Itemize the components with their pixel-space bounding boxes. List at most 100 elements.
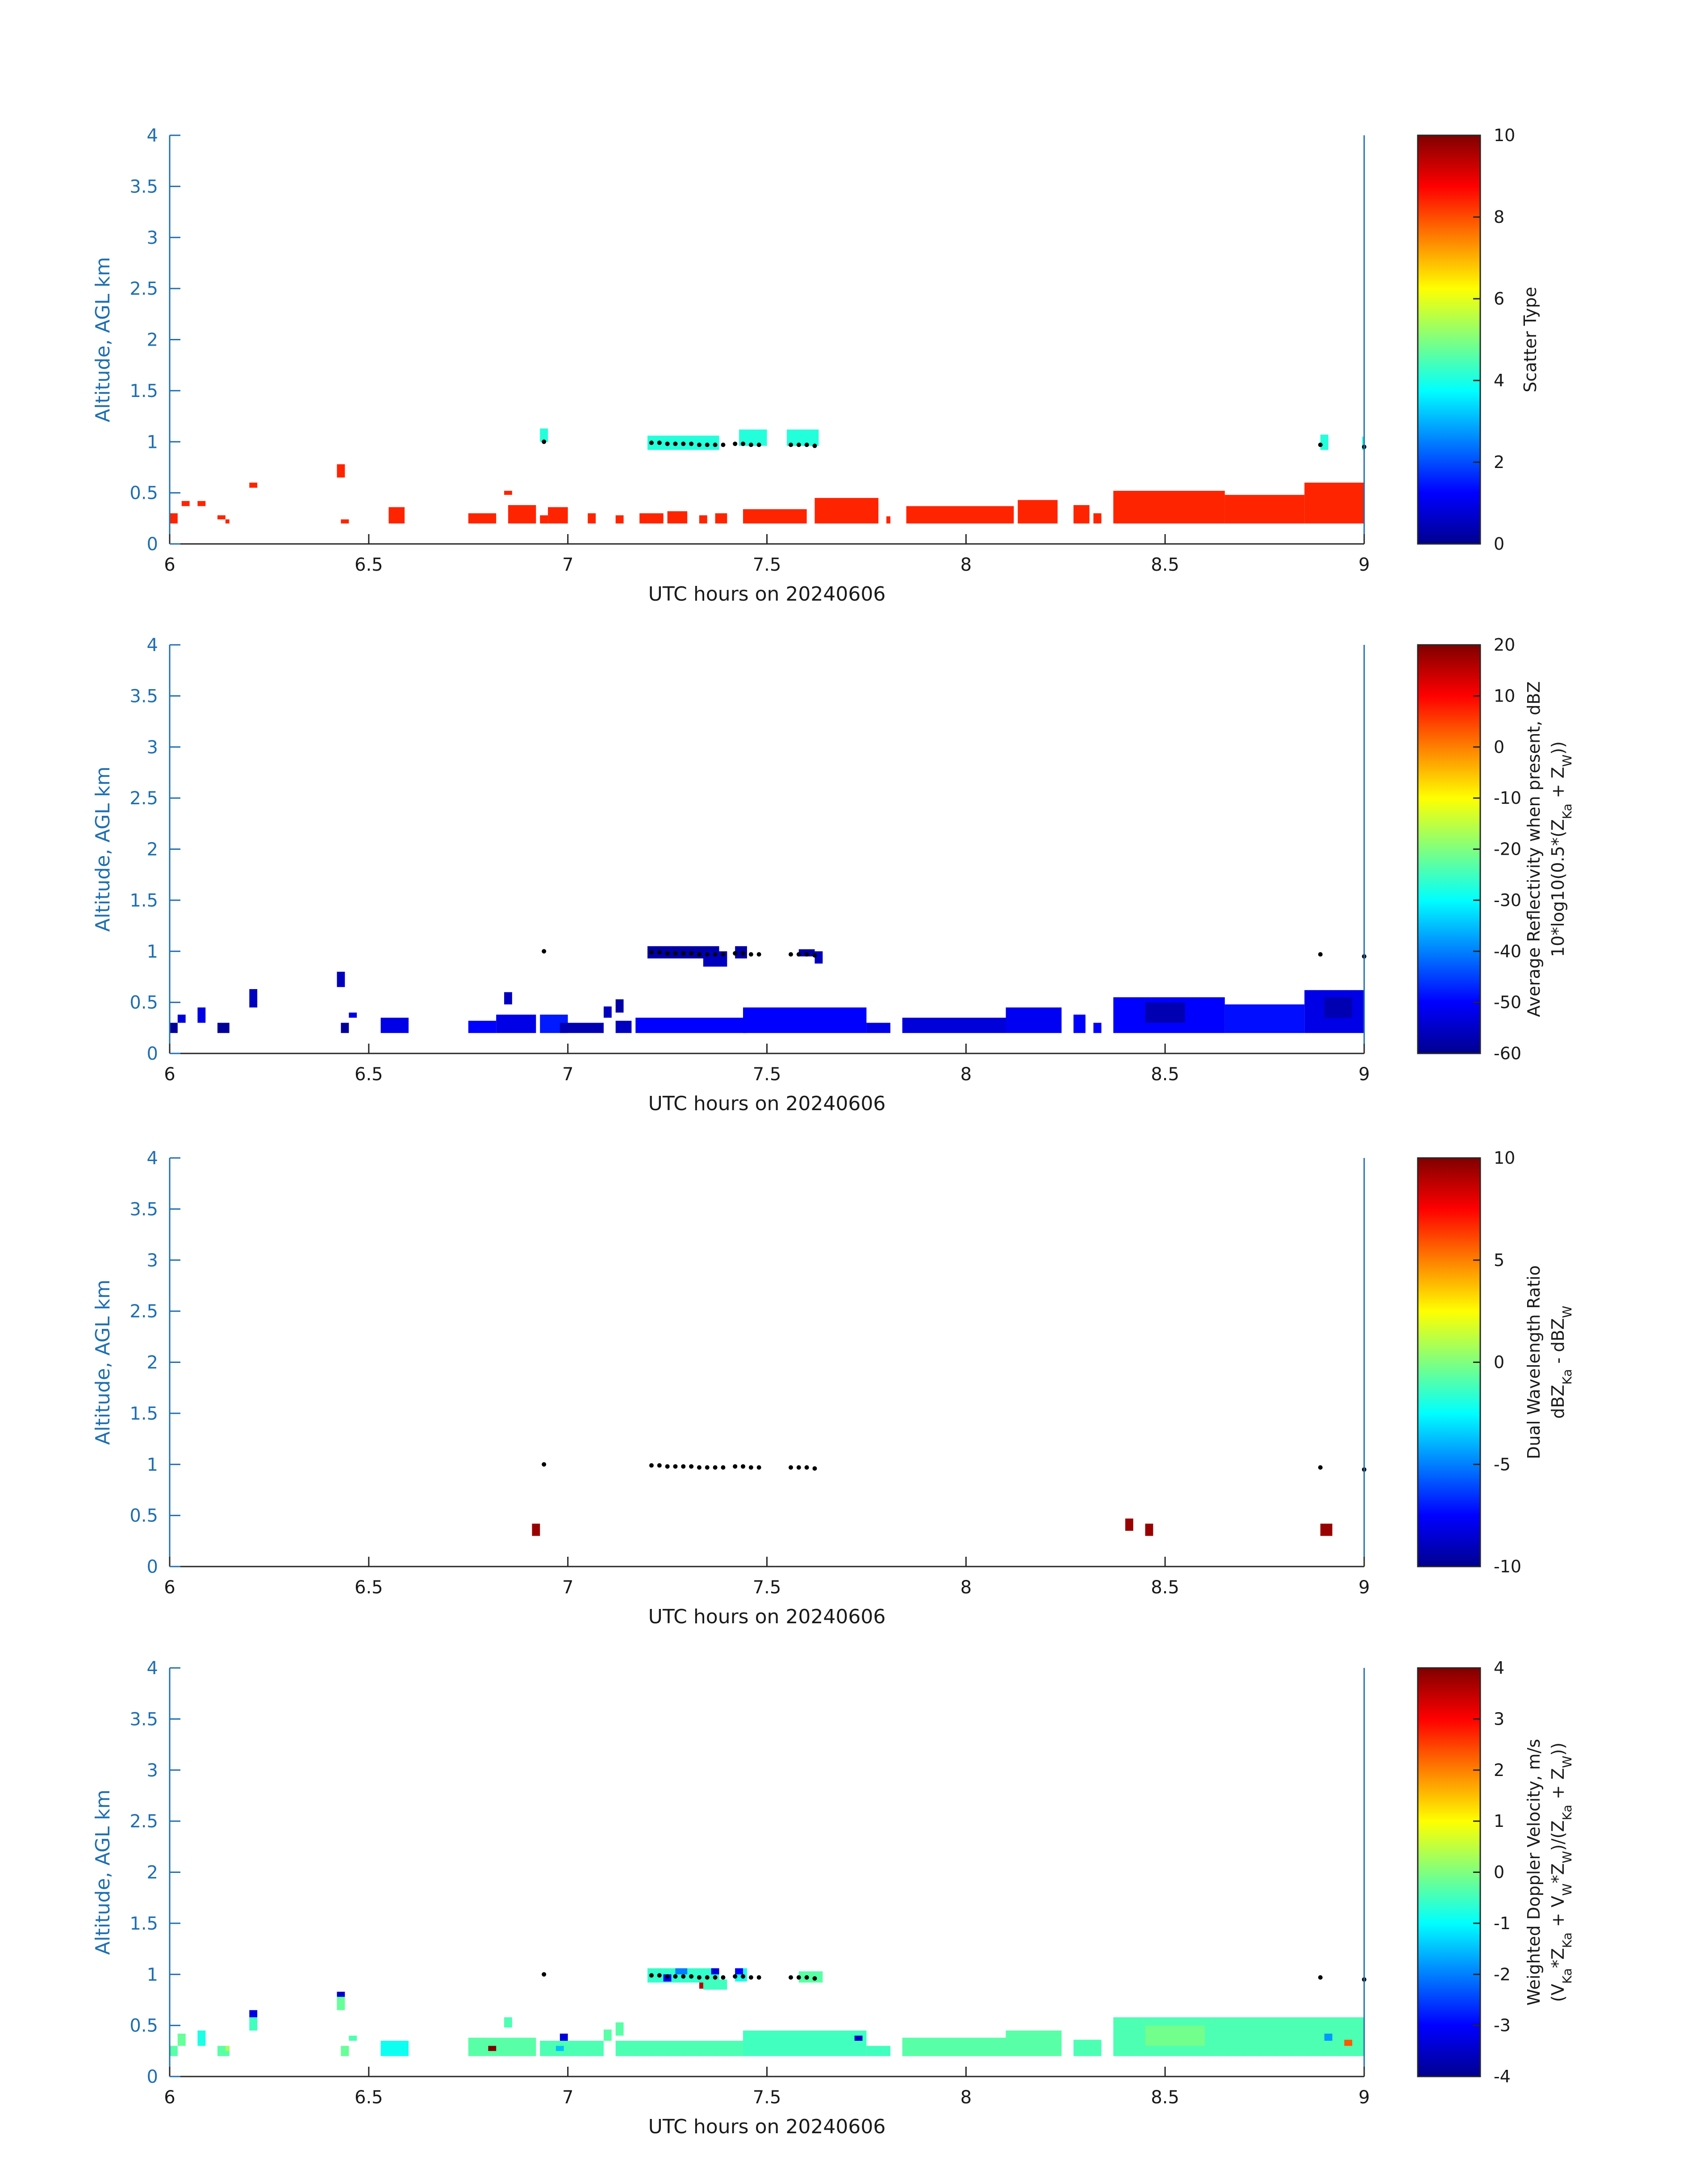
cloud-base-dot — [673, 441, 678, 446]
x-tick-label: 6.5 — [355, 1064, 383, 1085]
cloud-base-dot — [657, 440, 662, 445]
panel-1-xlabel: UTC hours on 20240606 — [648, 583, 886, 606]
heatmap-cell — [1093, 1023, 1102, 1033]
heatmap-cell — [886, 516, 890, 524]
panel-3: 6 6.5 7 7.5 8 8.5 9 0 0.5 1 1.5 2 2.5 3 3.5 4 UTC hour… — [92, 1148, 1574, 1628]
panel-4-x-ticks: 6 6.5 7 7.5 8 8.5 9 — [164, 2067, 1370, 2108]
colorbar-tick-label: 3 — [1494, 1709, 1504, 1729]
x-tick-label: 7 — [562, 1064, 573, 1085]
cloud-base-dot — [649, 440, 654, 445]
cloud-base-dot — [1318, 443, 1323, 447]
cloud-base-dot — [649, 950, 654, 955]
heatmap-cell — [866, 2046, 890, 2056]
y-tick-label: 1 — [147, 1964, 158, 1985]
colorbar-tick-label: -10 — [1494, 1557, 1521, 1576]
y-tick-label: 2 — [147, 330, 158, 351]
heatmap-cell — [197, 501, 206, 506]
y-tick-label: 3 — [147, 737, 158, 758]
colorbar-tick-label: 1 — [1494, 1811, 1504, 1831]
colorbar-tick-label: 20 — [1494, 635, 1515, 655]
cloud-base-dot — [812, 1466, 817, 1471]
heatmap-cell — [703, 1979, 727, 1990]
x-tick-label: 8.5 — [1151, 1577, 1179, 1598]
heatmap-cell — [249, 989, 258, 1008]
heatmap-cell — [1362, 436, 1364, 450]
y-tick-label: 1.5 — [129, 890, 158, 911]
heatmap-cell — [249, 482, 258, 488]
heatmap-cell — [1320, 1523, 1332, 1536]
cloud-base-dot — [741, 1464, 745, 1469]
heatmap-cell — [504, 992, 512, 1005]
cloud-base-dot — [713, 952, 718, 957]
panel-4-y-ticks: 0 0.5 1 1.5 2 2.5 3 3.5 4 — [129, 1658, 180, 2087]
heatmap-cell — [225, 2046, 230, 2051]
cloud-base-dot — [804, 443, 809, 447]
cloud-base-dot — [713, 1975, 718, 1980]
heatmap-cell — [735, 1968, 743, 1975]
y-tick-label: 1 — [147, 1454, 158, 1475]
heatmap-cell — [170, 1023, 178, 1033]
heatmap-cell — [1145, 1002, 1185, 1023]
cloud-base-dot — [697, 1465, 702, 1470]
panel-4-colorbar — [1417, 1667, 1481, 2077]
cloud-base-dot — [733, 951, 738, 956]
heatmap-cell — [603, 1006, 612, 1018]
heatmap-cell — [615, 515, 624, 524]
cloud-base-dot — [542, 1462, 547, 1467]
cloud-base-dot — [748, 1465, 753, 1470]
cloud-base-dot — [705, 443, 710, 447]
colorbar-tick-label: -20 — [1494, 840, 1521, 859]
colorbar-tick-label: -40 — [1494, 941, 1521, 961]
x-tick-label: 8.5 — [1151, 1064, 1179, 1085]
heatmap-cell — [902, 2038, 1062, 2056]
heatmap-cell — [743, 1007, 867, 1033]
x-tick-label: 8 — [960, 555, 972, 575]
x-tick-label: 6.5 — [355, 555, 383, 575]
heatmap-cell — [711, 1968, 719, 1975]
heatmap-cell — [1224, 495, 1305, 524]
heatmap-cell — [854, 2035, 863, 2041]
cloud-base-dot — [681, 1464, 686, 1469]
x-tick-label: 8.5 — [1151, 2087, 1179, 2108]
panel-4-heatmap-cells — [170, 1968, 1364, 2056]
heatmap-cell — [540, 515, 548, 524]
cloud-base-dot — [789, 1465, 793, 1470]
cloud-base-dot — [657, 1973, 662, 1978]
colorbar-tick-label: 0 — [1494, 1863, 1504, 1882]
x-tick-label: 7 — [562, 2087, 573, 2108]
panel-1-colorbar-label: Scatter Type — [1520, 287, 1540, 392]
heatmap-cell — [504, 2017, 512, 2028]
heatmap-cell — [1018, 500, 1058, 524]
heatmap-cell — [225, 519, 230, 524]
cloud-base-dot — [713, 1465, 718, 1470]
x-tick-label: 7.5 — [753, 1577, 781, 1598]
heatmap-cell — [1145, 2025, 1205, 2046]
panel-1-cloud-base-dots — [542, 439, 1366, 449]
heatmap-cell — [170, 2046, 178, 2056]
x-tick-label: 9 — [1358, 1064, 1370, 1085]
cloud-base-dot — [741, 951, 745, 956]
panel-2-heatmap-cells — [170, 946, 1364, 1033]
heatmap-cell — [1320, 435, 1328, 450]
colorbar-tick-label: -30 — [1494, 890, 1521, 910]
heatmap-cell — [1093, 513, 1102, 524]
cloud-base-dot — [721, 952, 726, 957]
y-tick-label: 0.5 — [129, 483, 158, 504]
colorbar-tick-label: 0 — [1494, 534, 1504, 554]
panel-3-colorbar-formula: dBZKa - dBZW — [1548, 1306, 1574, 1419]
cloud-base-dot — [796, 952, 801, 957]
heatmap-cell — [337, 1992, 345, 1997]
panel-3-colorbar-label: Dual Wavelength Ratio — [1524, 1265, 1544, 1459]
panel-1-y-ticks: 0 0.5 1 1.5 2 2.5 3 3.5 4 — [129, 125, 180, 555]
heatmap-cell — [1073, 1015, 1086, 1033]
heatmap-cell — [540, 2040, 604, 2056]
heatmap-cell — [197, 1007, 206, 1023]
y-tick-label: 2.5 — [129, 1301, 158, 1322]
cloud-base-dot — [657, 1463, 662, 1468]
cloud-base-dot — [812, 443, 817, 448]
heatmap-cell — [1006, 2031, 1062, 2038]
panel-3-ylabel: Altitude, AGL km — [92, 1279, 114, 1445]
panel-2-x-ticks: 6 6.5 7 7.5 8 8.5 9 — [164, 1044, 1370, 1085]
cloud-base-dot — [796, 1975, 801, 1980]
y-tick-label: 0 — [147, 2067, 158, 2087]
